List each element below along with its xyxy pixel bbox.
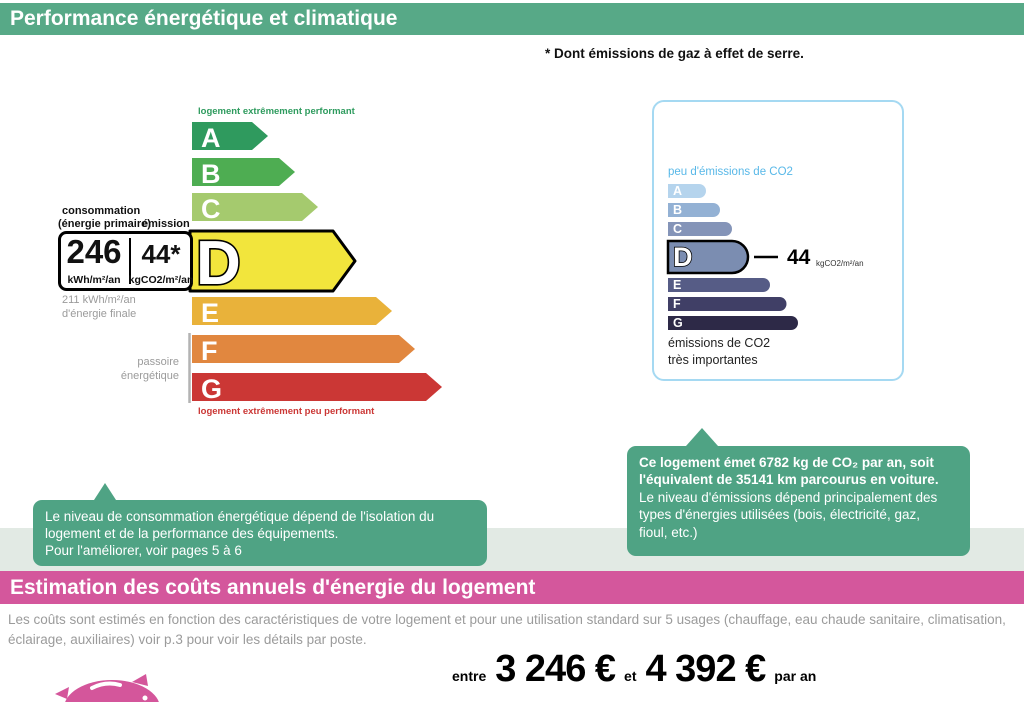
energy-class-a-label: A (201, 123, 221, 153)
co2-class-b-bar (668, 203, 720, 217)
consumption-unit: kWh/m²/an (67, 274, 120, 286)
ghg-note: * Dont émissions de gaz à effet de serre… (545, 46, 804, 61)
co2-scale-chart: peu d'émissions de CO2 A B C D E F G 44 … (666, 166, 864, 367)
co2-class-d-label: D (673, 242, 693, 272)
co2-class-c-bar (668, 222, 732, 236)
co2-callout-text: Le niveau d'émissions dépend principalem… (639, 489, 938, 540)
energy-class-b-label: B (201, 159, 221, 189)
co2-value: 44 (787, 246, 811, 269)
cost-suffix: par an (774, 668, 817, 684)
energy-class-f-label: F (201, 336, 218, 366)
emission-unit: kgCO2/m²/an (129, 274, 194, 286)
co2-class-c-label: C (673, 222, 682, 236)
cost-min-value: 3 246 € (495, 648, 616, 690)
energy-class-a-arrow (192, 122, 268, 150)
sieve-label-line1: passoire (137, 356, 179, 368)
energy-class-e-label: E (201, 298, 219, 328)
co2-class-a-bar (668, 184, 706, 198)
sieve-label-line2: énergétique (121, 370, 179, 382)
co2-class-d-bar-current (666, 239, 750, 275)
cost-max-value: 4 392 € (645, 648, 766, 690)
consumption-value: 246 (66, 233, 121, 270)
energy-class-c-arrow (192, 193, 318, 221)
costs-description: Les coûts sont estimés en fonction des c… (8, 612, 1006, 647)
co2-callout: Ce logement émet 6782 kg de CO₂ par an, … (627, 446, 970, 556)
co2-class-e-label: E (673, 278, 681, 292)
cost-conjunction: et (624, 668, 637, 684)
energy-callout-pointer (94, 483, 116, 500)
co2-class-e-bar (668, 278, 770, 292)
co2-callout-bold-text: Ce logement émet 6782 kg de CO₂ par an, … (639, 455, 939, 488)
co2-class-g-label: G (673, 316, 683, 330)
cost-prefix: entre (452, 668, 487, 684)
energy-class-e-arrow (192, 297, 392, 325)
emission-header: émission (142, 218, 190, 230)
energy-class-chart: logement extrêmement performant A B C E … (58, 106, 442, 417)
section-header-costs: Estimation des coûts annuels d'énergie d… (0, 571, 1024, 604)
energy-scale-bottom-label: logement extrêmement peu performant (198, 406, 375, 417)
section-title: Performance énergétique et climatique (10, 7, 398, 30)
energy-class-b-arrow (192, 158, 295, 186)
energy-scale-top-label: logement extrêmement performant (198, 106, 356, 117)
consumption-header-line2: (énergie primaire) (58, 218, 151, 230)
energy-class-c-label: C (201, 194, 221, 224)
co2-class-f-bar (668, 297, 787, 311)
co2-scale-top-label: peu d'émissions de CO2 (668, 166, 793, 178)
section-header-performance: Performance énergétique et climatique (0, 3, 1024, 35)
co2-class-b-label: B (673, 203, 682, 217)
energy-class-g-label: G (201, 374, 222, 404)
co2-class-a-label: A (673, 184, 682, 198)
co2-class-g-bar (668, 316, 798, 330)
final-energy-line2: d'énergie finale (62, 308, 136, 320)
co2-class-f-label: F (673, 297, 681, 311)
energy-class-f-arrow (192, 335, 415, 363)
final-energy-line1: 211 kWh/m²/an (62, 294, 136, 306)
co2-value-unit: kgCO2/m²/an (816, 259, 864, 268)
co2-scale-bottom-label-line1: émissions de CO2 (668, 336, 770, 350)
energy-class-d-label: D (196, 229, 241, 298)
value-box (58, 231, 193, 291)
consumption-header-line1: consommation (62, 205, 141, 217)
energy-callout: Le niveau de consommation énergétique dé… (33, 500, 487, 566)
emission-value: 44* (141, 239, 181, 269)
costs-section-title: Estimation des coûts annuels d'énergie d… (10, 576, 536, 599)
annual-cost-estimate: entre 3 246 € et 4 392 € par an (452, 648, 816, 691)
co2-scale-bottom-label-line2: très importantes (668, 353, 758, 367)
co2-callout-pointer (686, 428, 718, 446)
co2-scale-box: peu d'émissions de CO2 A B C D E F G 44 … (652, 100, 904, 381)
energy-class-g-arrow (192, 373, 442, 401)
piggy-bank-icon (55, 674, 159, 702)
